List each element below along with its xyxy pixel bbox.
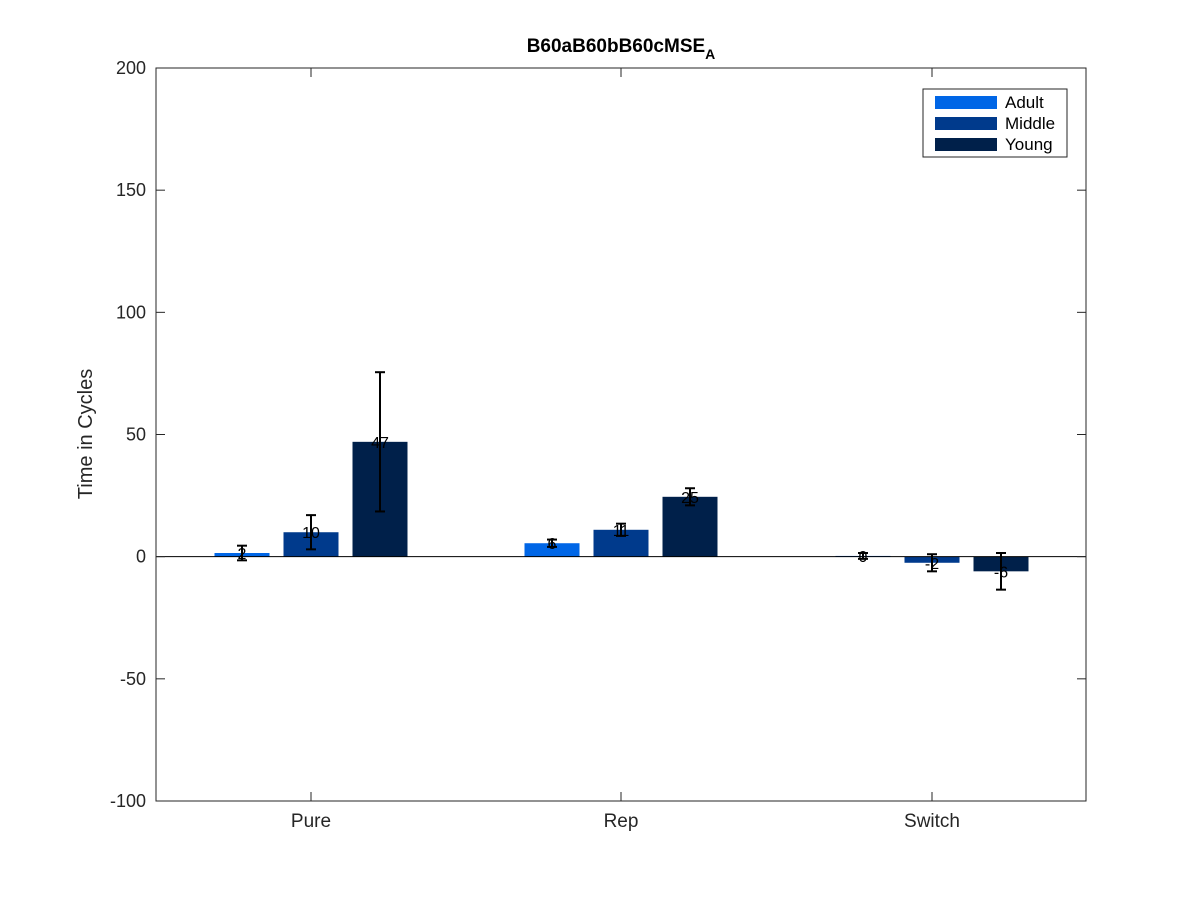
- chart-title: B60aB60bB60cMSEA: [527, 36, 716, 62]
- y-axis-title: Time in Cycles: [75, 369, 97, 499]
- legend-label-middle: Middle: [1005, 114, 1055, 133]
- error-bar-young-rep: [685, 487, 695, 507]
- legend-swatch-adult: [935, 96, 997, 109]
- data-label-young-pure: 47: [371, 435, 389, 452]
- y-tick-label: 0: [136, 547, 146, 567]
- error-bar-young-pure: [375, 371, 385, 513]
- data-label-middle-switch: -2: [925, 556, 939, 573]
- legend-label-adult: Adult: [1005, 93, 1044, 112]
- error-bar-young-switch: [996, 552, 1006, 591]
- chart-title-main: B60aB60bB60cMSE: [527, 36, 705, 57]
- error-bar-adult-rep: [547, 538, 557, 548]
- x-tick-label-pure: Pure: [291, 811, 331, 832]
- chart-title-subscript: A: [705, 46, 715, 62]
- data-labels-layer: 2 6 0 10 11 -2 47 25 -6: [238, 435, 1009, 581]
- y-tick-label: -100: [110, 791, 146, 811]
- data-label-young-switch: -6: [994, 564, 1008, 581]
- data-label-adult-rep: 6: [548, 536, 557, 553]
- error-bar-middle-rep: [616, 522, 626, 537]
- error-bar-adult-switch: [858, 552, 868, 560]
- error-bar-adult-pure: [237, 544, 247, 562]
- data-label-middle-pure: 10: [302, 525, 320, 542]
- x-tick-label-rep: Rep: [604, 811, 639, 832]
- error-bars-layer: [237, 371, 1006, 591]
- plot-area: [156, 68, 1086, 801]
- x-tick-label-switch: Switch: [904, 811, 960, 832]
- bar-adult-rep: [524, 543, 580, 557]
- data-label-adult-pure: 2: [238, 546, 247, 563]
- error-bar-middle-switch: [927, 553, 937, 573]
- y-tick-label: -50: [120, 669, 146, 689]
- y-tick-label: 100: [116, 302, 146, 322]
- legend-label-young: Young: [1005, 135, 1053, 154]
- legend-swatch-middle: [935, 117, 997, 130]
- y-tick-label: 50: [126, 425, 146, 445]
- legend: Adult Middle Young: [922, 88, 1068, 158]
- y-tick-label: 150: [116, 180, 146, 200]
- legend-swatch-young: [935, 138, 997, 151]
- data-label-middle-rep: 11: [613, 523, 630, 540]
- data-label-adult-switch: 0: [859, 549, 868, 566]
- data-label-young-rep: 25: [681, 490, 699, 507]
- y-tick-label: 200: [116, 58, 146, 78]
- error-bar-middle-pure: [306, 514, 316, 551]
- bar-young-rep: [662, 496, 718, 557]
